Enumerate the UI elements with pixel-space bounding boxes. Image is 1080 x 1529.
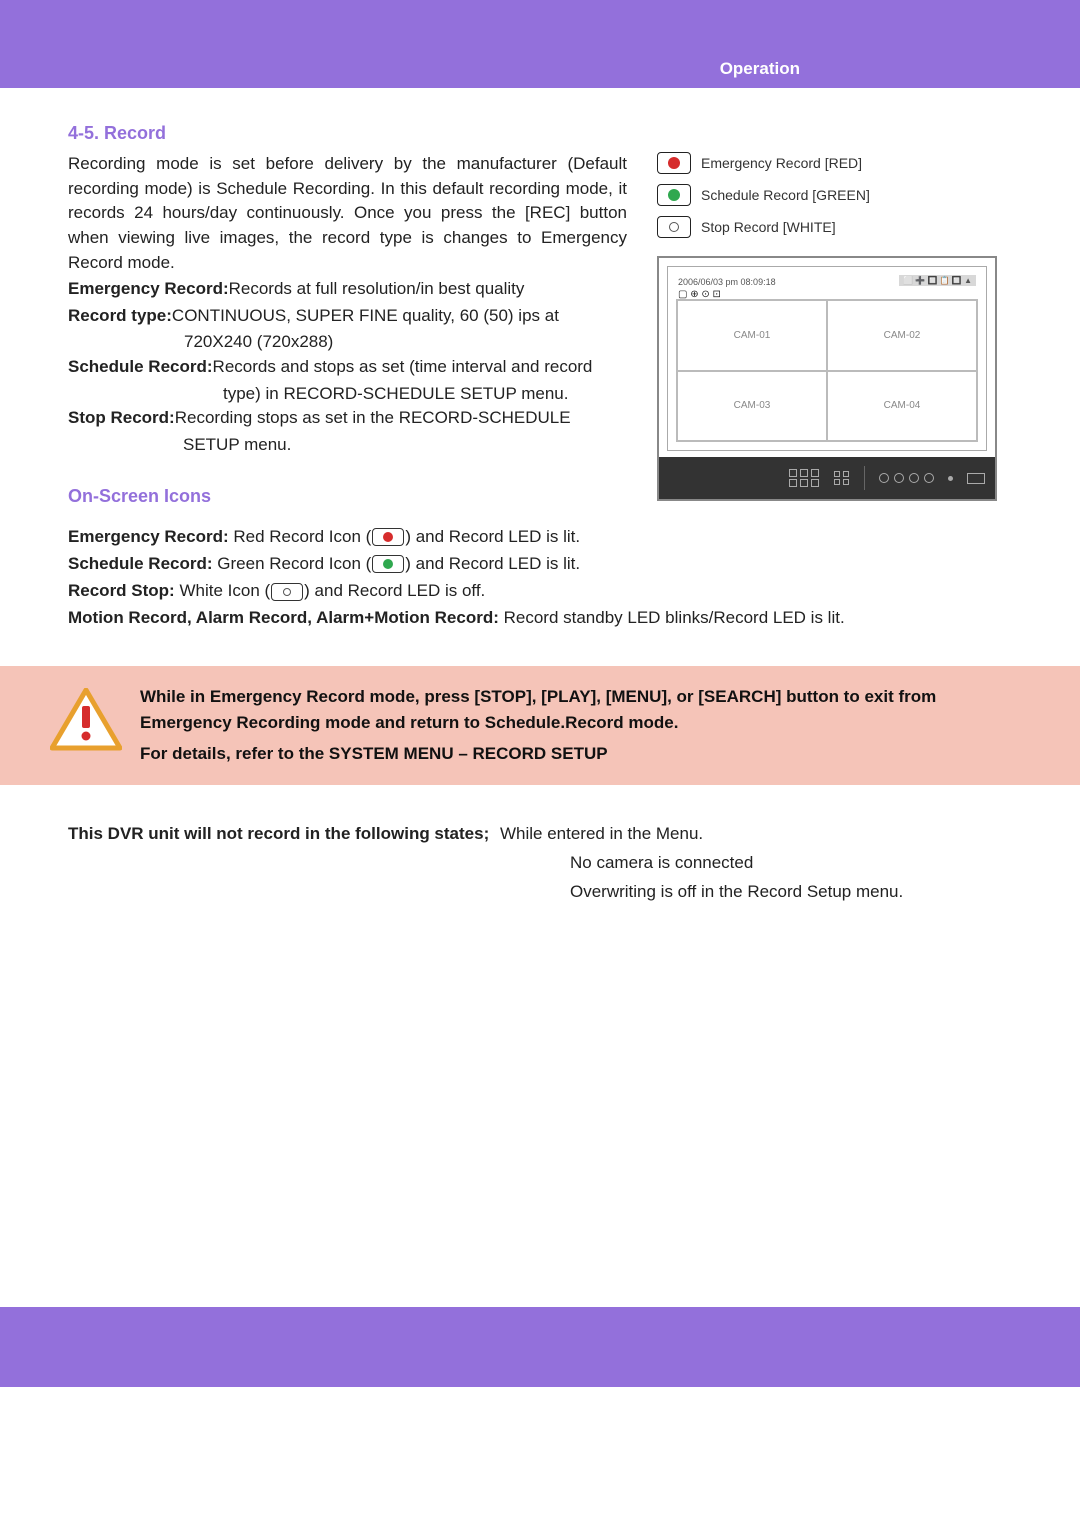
panel-circles [879, 473, 934, 483]
legend-stop: Stop Record [WHITE] [657, 216, 1012, 238]
subsection-heading: On-Screen Icons [68, 486, 627, 507]
panel-rect-icon [967, 473, 985, 484]
warning-triangle-icon [50, 688, 122, 752]
screenshot-timestamp-bar: 2006/06/03 pm 08:09:18 [678, 277, 776, 287]
page-content: 4-5. Record Recording mode is set before… [0, 88, 1080, 1307]
legend-emergency-icon [657, 152, 691, 174]
panel-grid-2x2-icon [834, 471, 850, 485]
panel-circle-icon [909, 473, 919, 483]
icon-line-stop: Record Stop: White Icon ( ) and Record LE… [68, 577, 1012, 604]
icon-line-schedule: Schedule Record: Green Record Icon ( ) an… [68, 550, 1012, 577]
panel-circle-icon [924, 473, 934, 483]
legend-emergency-label: Emergency Record [RED] [701, 155, 862, 171]
top-banner [0, 0, 1080, 50]
quad-cell-1: CAM-01 [677, 300, 827, 371]
no-record-item-1: No camera is connected [570, 849, 1012, 878]
icon-line-emergency: Emergency Record: Red Record Icon ( ) and… [68, 523, 1012, 550]
icon-schedule-pre: Green Record Icon ( [213, 554, 372, 573]
icon-lines-block: Emergency Record: Red Record Icon ( ) and… [68, 523, 1012, 632]
legend-schedule: Schedule Record [GREEN] [657, 184, 1012, 206]
icon-emergency-post: ) and Record LED is lit. [405, 527, 580, 546]
def-stop-text: Recording stops as set in the RECORD-SCH… [175, 406, 627, 431]
section-heading: 4-5. Record [68, 123, 1012, 144]
no-record-heading: This DVR unit will not record in the fol… [68, 824, 489, 843]
icon-emergency-label: Emergency Record: [68, 527, 229, 546]
def-schedule: Schedule Record: Records and stops as se… [68, 355, 627, 380]
def-stop-label: Stop Record: [68, 406, 175, 431]
icon-stop-label: Record Stop: [68, 581, 175, 600]
def-stop: Stop Record: Recording stops as set in t… [68, 406, 627, 431]
icon-stop-pre: White Icon ( [175, 581, 270, 600]
inline-green-record-icon [372, 555, 404, 573]
legend-stop-icon [657, 216, 691, 238]
icon-schedule-post: ) and Record LED is lit. [405, 554, 580, 573]
def-emergency: Emergency Record: Records at full resolu… [68, 277, 627, 302]
legend-schedule-label: Schedule Record [GREEN] [701, 187, 870, 203]
screenshot-inner: 2006/06/03 pm 08:09:18 ▢ ⊕ ⊙ ⊡ ⬜ ➕ 🔲 📋 🔲… [667, 266, 987, 451]
bottom-banner [0, 1307, 1080, 1387]
legend-schedule-icon [657, 184, 691, 206]
panel-dot-icon [948, 476, 953, 481]
icon-motion-label: Motion Record, Alarm Record, Alarm+Motio… [68, 608, 499, 627]
warning-box: While in Emergency Record mode, press [S… [0, 666, 1080, 785]
red-dot-icon [668, 157, 680, 169]
warning-line1: While in Emergency Record mode, press [S… [140, 684, 1012, 735]
no-record-item-0: While entered in the Menu. [500, 824, 703, 843]
legend-stop-label: Stop Record [WHITE] [701, 219, 836, 235]
quad-cell-2: CAM-02 [827, 300, 977, 371]
def-schedule-text: Records and stops as set (time interval … [213, 355, 627, 380]
right-column: Emergency Record [RED] Schedule Record [… [657, 152, 1012, 517]
dvr-bottom-panel [659, 457, 995, 499]
breadcrumb-bar: Operation [0, 50, 1080, 88]
legend-emergency: Emergency Record [RED] [657, 152, 1012, 174]
main-row: Recording mode is set before delivery by… [68, 152, 1012, 517]
icon-stop-post: ) and Record LED is off. [304, 581, 485, 600]
quad-grid: CAM-01 CAM-02 CAM-03 CAM-04 [676, 299, 978, 442]
screenshot-timestamp: 2006/06/03 pm 08:09:18 [678, 277, 776, 287]
left-column: Recording mode is set before delivery by… [68, 152, 627, 517]
breadcrumb: Operation [720, 59, 800, 79]
def-emergency-text: Records at full resolution/in best quali… [229, 277, 627, 302]
dvr-screenshot: 2006/06/03 pm 08:09:18 ▢ ⊕ ⊙ ⊡ ⬜ ➕ 🔲 📋 🔲… [657, 256, 997, 501]
panel-divider [864, 466, 865, 490]
def-recordtype-cont: 720X240 (720x288) [184, 330, 627, 355]
def-recordtype-label: Record type: [68, 304, 172, 329]
def-emergency-label: Emergency Record: [68, 277, 229, 302]
icon-motion-post: Record standby LED blinks/Record LED is … [499, 608, 845, 627]
quad-cell-3: CAM-03 [677, 371, 827, 442]
warning-line2: For details, refer to the SYSTEM MENU – … [140, 741, 1012, 767]
screenshot-right-overlay: ⬜ ➕ 🔲 📋 🔲 ▲ [899, 275, 976, 286]
def-recordtype-text: CONTINUOUS, SUPER FINE quality, 60 (50) … [172, 304, 627, 329]
intro-paragraph: Recording mode is set before delivery by… [68, 152, 627, 275]
no-record-item-2: Overwriting is off in the Record Setup m… [570, 878, 1012, 907]
panel-circle-icon [894, 473, 904, 483]
icon-emergency-pre: Red Record Icon ( [229, 527, 372, 546]
def-stop-cont: SETUP menu. [183, 433, 627, 458]
def-schedule-cont: type) in RECORD-SCHEDULE SETUP menu. [223, 382, 627, 407]
def-schedule-label: Schedule Record: [68, 355, 213, 380]
no-record-block: This DVR unit will not record in the fol… [68, 820, 1012, 907]
white-circle-icon [669, 222, 679, 232]
quad-cell-4: CAM-04 [827, 371, 977, 442]
inline-white-record-icon [271, 583, 303, 601]
green-dot-icon [668, 189, 680, 201]
icon-schedule-label: Schedule Record: [68, 554, 213, 573]
inline-red-record-icon [372, 528, 404, 546]
panel-grid-3x2-icon [789, 469, 820, 487]
def-recordtype: Record type: CONTINUOUS, SUPER FINE qual… [68, 304, 627, 329]
icon-line-motion: Motion Record, Alarm Record, Alarm+Motio… [68, 604, 1012, 631]
panel-circle-icon [879, 473, 889, 483]
